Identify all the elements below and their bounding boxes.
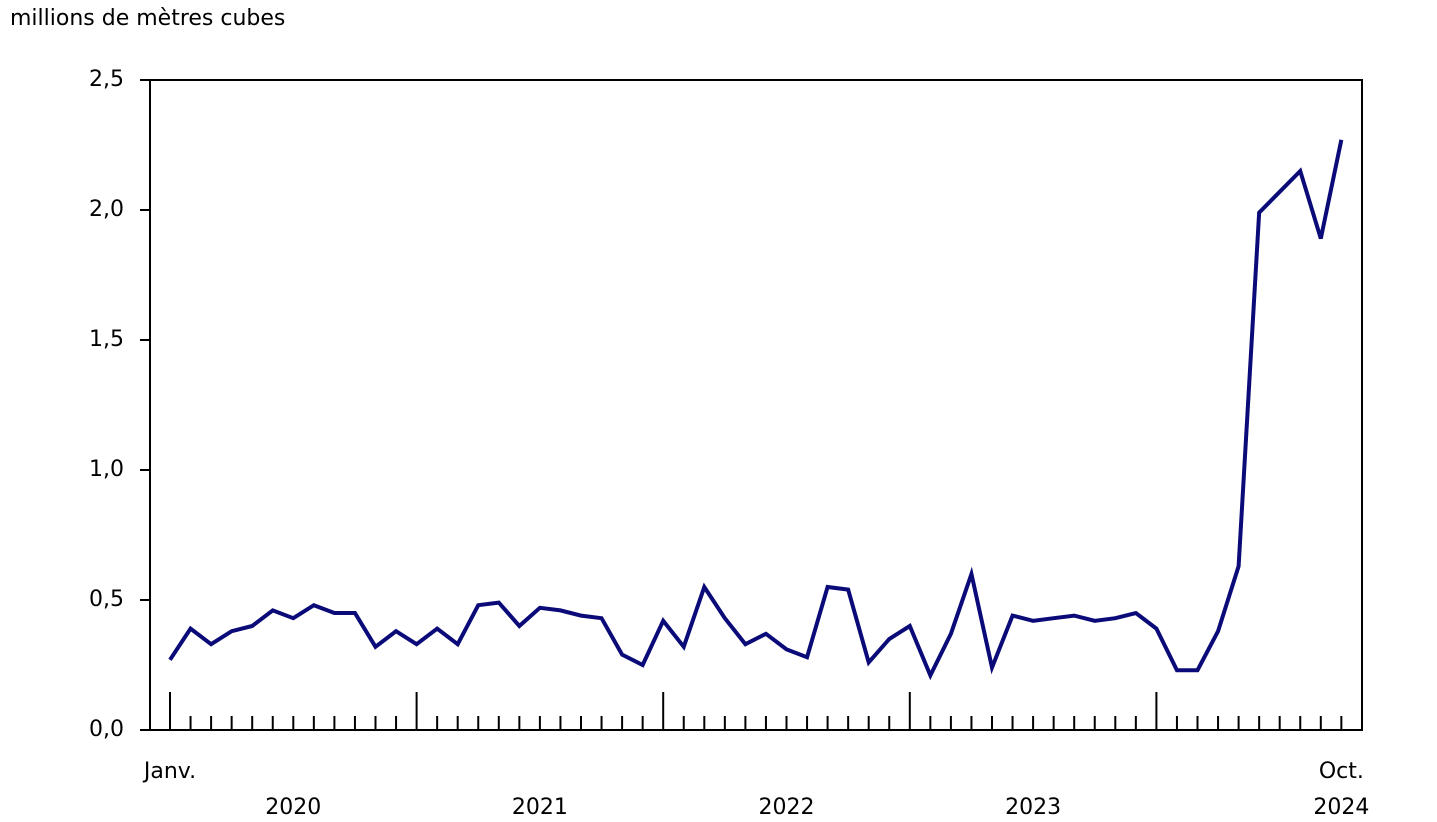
x-tick-label: Oct. xyxy=(1319,759,1364,784)
x-group-label: 2024 xyxy=(1313,795,1369,820)
x-group-label: 2020 xyxy=(265,795,321,820)
x-tick-label: Janv. xyxy=(142,759,196,784)
y-tick-label: 1,0 xyxy=(89,457,124,482)
data-line xyxy=(168,139,1344,681)
y-tick-label: 0,5 xyxy=(89,587,124,612)
x-group-label: 2022 xyxy=(759,795,815,820)
y-axis-title: millions de mètres cubes xyxy=(10,6,285,31)
y-tick-label: 0,0 xyxy=(89,717,124,742)
x-group-label: 2021 xyxy=(512,795,568,820)
x-group-label: 2023 xyxy=(1005,795,1061,820)
y-tick-label: 2,5 xyxy=(89,67,124,92)
plot-frame xyxy=(149,79,1363,731)
y-tick-label: 1,5 xyxy=(89,327,124,352)
y-tick-label: 2,0 xyxy=(89,197,124,222)
